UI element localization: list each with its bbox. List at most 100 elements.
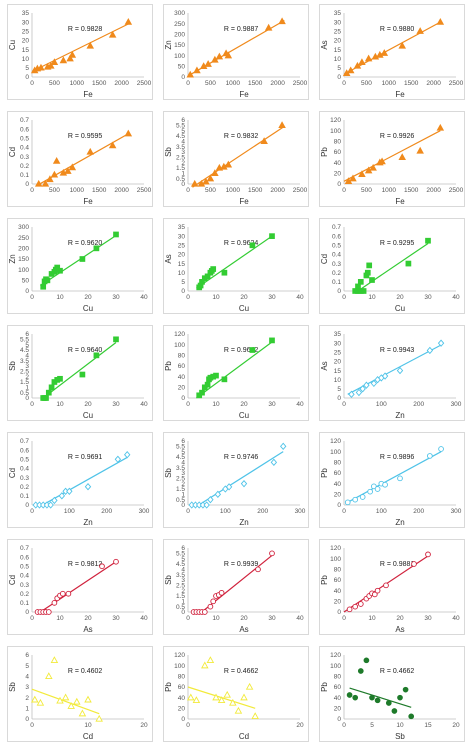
data-point — [251, 712, 259, 719]
y-tick-label: 5.5 — [176, 123, 185, 130]
y-tick-label: 0 — [25, 395, 29, 402]
y-tick-label: 0 — [181, 74, 185, 81]
data-point — [364, 54, 373, 62]
fit-line — [192, 125, 285, 188]
data-point — [186, 70, 195, 78]
data-point — [357, 668, 364, 674]
x-tick-label: 40 — [296, 294, 304, 301]
y-tick-label: 4.5 — [176, 454, 185, 461]
scatter-svg: 0 10 20 30 40 0 50 100 150 200 250 300 Cu Zn R = 0.962… — [8, 224, 148, 313]
y-tick-label: 1.5 — [176, 593, 185, 600]
x-tick-label: 30 — [112, 294, 120, 301]
y-tick-label: 0 — [181, 502, 185, 509]
y-tick-label: 250 — [18, 235, 29, 242]
fit-line — [343, 21, 441, 75]
y-tick-label: 0 — [25, 609, 29, 616]
fit-line — [354, 242, 429, 294]
data-point — [360, 288, 367, 294]
y-axis-label: As — [320, 361, 329, 370]
y-axis-label: Sb — [164, 468, 173, 478]
y-tick-label: 0.1 — [20, 493, 29, 500]
data-point — [352, 603, 359, 610]
fit-line — [40, 235, 117, 287]
y-tick-label: 0 — [25, 288, 29, 295]
data-point — [190, 179, 199, 187]
scatter-svg: 0 10 20 30 40 0 20 40 60 80 100 120 As Pb R = 0.9881 — [320, 545, 460, 634]
data-point — [204, 60, 212, 67]
data-point — [45, 609, 52, 615]
y-tick-label: 15 — [22, 47, 30, 54]
x-tick-label: 10 — [84, 722, 92, 729]
correlation-label: R = 0.9887 — [224, 26, 259, 33]
scatter-svg: 0 10 20 30 40 0 0.1 0.2 0.3 0.4 0.5 0.6 0.7 Cu Cd R = 0… — [320, 224, 460, 313]
scatter-svg: 0 10 20 30 40 0 0.1 0.2 0.3 0.4 0.5 0.6 0.7 As Cd R = 0… — [8, 545, 148, 634]
data-point — [397, 475, 403, 482]
y-tick-label: 0 — [337, 716, 341, 723]
data-point — [416, 27, 424, 34]
data-point — [50, 656, 59, 663]
data-point — [36, 698, 45, 706]
y-tick-label: 4.5 — [176, 561, 185, 568]
y-tick-label: 60 — [334, 149, 342, 156]
y-tick-label: 0.3 — [20, 582, 29, 589]
data-point — [398, 41, 407, 49]
data-point — [221, 376, 228, 383]
data-point — [47, 61, 55, 69]
y-axis-label: Pb — [164, 682, 173, 692]
y-tick-label: 0.2 — [20, 484, 29, 491]
x-tick-label: 0 — [30, 722, 34, 729]
y-tick-label: 0 — [25, 716, 29, 723]
x-tick-label: 300 — [139, 508, 150, 515]
x-tick-label: 20 — [240, 615, 248, 622]
x-tick-label: 40 — [296, 401, 304, 408]
y-tick-label: 5 — [25, 663, 29, 670]
data-point — [57, 375, 63, 382]
x-tick-label: 0 — [186, 294, 190, 301]
y-tick-label: 120 — [330, 652, 341, 659]
data-point — [234, 706, 243, 714]
data-point — [31, 695, 39, 703]
data-point — [223, 690, 231, 698]
data-point — [425, 551, 431, 558]
y-tick-label: 50 — [22, 278, 30, 285]
scatter-panel-cd-vs-zn: 0 100 200 300 0 0.1 0.2 0.3 0.4 0.5 0.6 0.7 Zn Cd R = … — [7, 432, 153, 528]
y-tick-label: 2.5 — [176, 583, 185, 590]
scatter-panel-pb-vs-as: 0 10 20 30 40 0 20 40 60 80 100 120 As Pb R = 0.9881 — [319, 539, 465, 635]
data-point — [213, 372, 219, 379]
data-point — [84, 695, 92, 703]
correlation-label: R = 0.9926 — [380, 133, 415, 140]
data-point — [363, 657, 370, 664]
data-point — [99, 563, 105, 570]
data-point — [355, 388, 363, 397]
x-tick-label: 1000 — [70, 187, 85, 194]
x-tick-label: 500 — [49, 80, 60, 87]
data-point — [221, 269, 228, 276]
y-tick-label: 4.5 — [20, 347, 29, 354]
x-tick-label: 10 — [368, 294, 376, 301]
y-tick-label: 10 — [334, 56, 342, 63]
x-tick-label: 2000 — [270, 80, 285, 87]
data-point — [206, 174, 215, 182]
y-tick-label: 5 — [25, 65, 29, 72]
y-axis-label: As — [164, 254, 173, 263]
fit-line — [31, 688, 100, 715]
x-tick-label: 40 — [296, 615, 304, 622]
x-tick-label: 0 — [30, 187, 34, 194]
y-tick-label: 40 — [178, 374, 186, 381]
x-tick-label: 5 — [370, 722, 374, 729]
y-tick-label: 5.5 — [176, 444, 185, 451]
data-point — [397, 694, 403, 701]
y-tick-label: 5 — [181, 279, 185, 286]
y-tick-label: 3.5 — [20, 358, 29, 365]
x-axis-label: Fe — [395, 197, 405, 206]
data-point — [211, 169, 219, 176]
y-tick-label: 120 — [330, 545, 341, 552]
y-tick-label: 40 — [334, 481, 342, 488]
data-point — [366, 262, 373, 269]
scatter-panel-cd-vs-cu: 0 10 20 30 40 0 0.1 0.2 0.3 0.4 0.5 0.6 0.7 Cu Cd R = 0… — [319, 218, 465, 314]
data-point — [211, 55, 219, 63]
y-tick-label: 60 — [178, 684, 186, 691]
correlation-label: R = 0.9595 — [68, 133, 103, 140]
x-tick-label: 10 — [212, 615, 220, 622]
y-tick-label: 0 — [181, 609, 185, 616]
